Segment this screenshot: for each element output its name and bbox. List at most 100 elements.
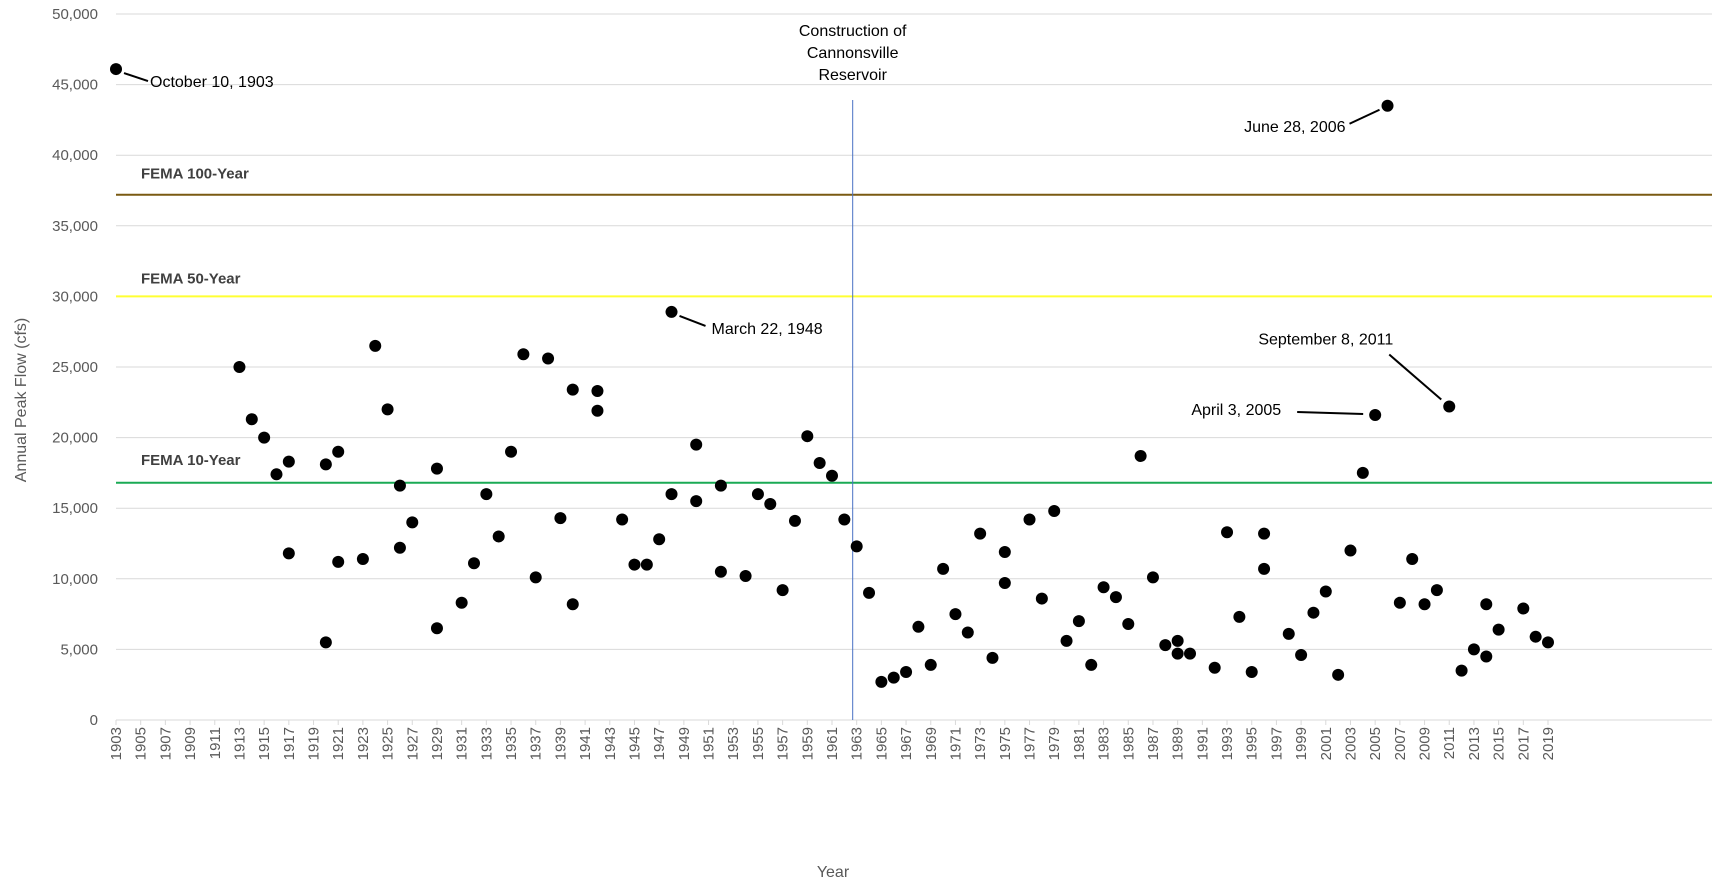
y-tick-label: 45,000 — [52, 77, 98, 94]
data-point — [1430, 584, 1443, 597]
annotation-leaders — [123, 72, 1442, 416]
y-tick-label: 5,000 — [60, 641, 98, 658]
annotation-leader — [1349, 108, 1380, 125]
y-axis-ticks: 0 5,000 10,000 15,000 20,000 25,000 30,000 35,0… — [52, 6, 98, 729]
x-tick-label: 1965 — [873, 727, 890, 760]
x-tick-label: 2017 — [1515, 727, 1532, 760]
data-point — [1332, 668, 1345, 681]
y-tick-label: 15,000 — [52, 500, 98, 517]
data-point — [1406, 553, 1419, 566]
x-tick-label: 1913 — [231, 727, 248, 760]
x-tick-label: 1959 — [799, 727, 816, 760]
data-point — [369, 339, 382, 352]
annotation-label: March 22, 1948 — [712, 321, 823, 338]
data-point — [591, 385, 604, 398]
data-point — [875, 675, 888, 688]
x-tick-label: 2013 — [1466, 727, 1483, 760]
data-point — [1146, 571, 1159, 584]
x-tick-label: 1977 — [1022, 727, 1039, 760]
data-point — [616, 513, 629, 526]
data-point — [430, 622, 443, 635]
x-tick-label: 1951 — [701, 727, 718, 760]
data-point — [1455, 664, 1468, 677]
data-point — [1221, 526, 1234, 539]
x-tick-label: 1903 — [108, 727, 125, 760]
x-tick-label: 2015 — [1491, 727, 1508, 760]
data-point — [1035, 592, 1048, 605]
x-tick-label: 1925 — [380, 727, 397, 760]
x-axis-ticks: 1903 1905 1907 1909 1911 1913 1915 1917 1919 1921… — [108, 720, 1557, 760]
data-point — [1134, 449, 1147, 462]
x-tick-label: 1935 — [503, 727, 520, 760]
x-tick-label: 1921 — [330, 727, 347, 760]
data-point — [566, 598, 579, 611]
data-point — [1072, 615, 1085, 628]
data-point — [714, 479, 727, 492]
y-tick-label: 10,000 — [52, 571, 98, 588]
x-tick-label: 1943 — [602, 727, 619, 760]
y-tick-label: 40,000 — [52, 147, 98, 164]
data-point — [406, 516, 419, 529]
x-tick-label: 1939 — [552, 727, 569, 760]
data-point — [998, 577, 1011, 590]
x-tick-label: 1933 — [478, 727, 495, 760]
y-tick-label: 50,000 — [52, 6, 98, 23]
data-point — [233, 361, 246, 373]
x-tick-label: 1967 — [898, 727, 915, 760]
x-tick-label: 2011 — [1441, 727, 1458, 759]
data-point — [776, 584, 789, 597]
x-tick-label: 1999 — [1293, 727, 1310, 760]
construction-label-line: Cannonsville — [807, 45, 899, 62]
data-point — [1060, 634, 1073, 647]
data-point — [468, 557, 480, 570]
y-tick-label: 0 — [90, 712, 98, 729]
x-tick-label: 1979 — [1046, 727, 1063, 760]
construction-label-line: Reservoir — [818, 67, 887, 84]
data-point — [1443, 400, 1456, 413]
x-tick-label: 1991 — [1194, 727, 1211, 760]
data-point — [764, 497, 777, 510]
x-tick-label: 1937 — [528, 727, 545, 760]
data-point — [1369, 409, 1382, 422]
x-tick-label: 2007 — [1392, 727, 1409, 760]
data-point — [282, 547, 295, 560]
data-point — [714, 565, 727, 578]
x-tick-label: 1915 — [256, 727, 273, 760]
annotation-label: June 28, 2006 — [1244, 119, 1346, 136]
construction-label-line: Construction of — [799, 23, 907, 40]
data-point — [1307, 606, 1320, 619]
data-point — [838, 513, 851, 526]
y-tick-label: 35,000 — [52, 218, 98, 235]
x-axis-title: Year — [817, 864, 850, 881]
data-point — [912, 620, 925, 633]
data-point — [1319, 585, 1332, 598]
data-point — [665, 488, 678, 501]
data-point — [801, 430, 814, 443]
data-point — [430, 462, 443, 475]
data-point — [393, 541, 406, 554]
data-point — [1122, 617, 1135, 630]
x-tick-label: 1919 — [306, 727, 323, 760]
data-point — [1184, 647, 1196, 660]
x-tick-label: 1953 — [725, 727, 742, 760]
data-point — [1418, 598, 1431, 611]
data-point — [690, 495, 703, 508]
x-tick-label: 1973 — [972, 727, 989, 760]
x-tick-label: 1957 — [775, 727, 792, 760]
data-point — [1517, 602, 1530, 615]
data-point — [1245, 665, 1258, 678]
y-axis-title: Annual Peak Flow (cfs) — [13, 318, 30, 483]
data-point — [110, 63, 122, 76]
data-point — [640, 558, 653, 571]
data-point — [1381, 99, 1394, 112]
data-point — [1344, 544, 1357, 557]
annotations: October 10, 1903 March 22, 1948 June 28, 2… — [150, 74, 1393, 419]
annotation-label: September 8, 2011 — [1258, 332, 1393, 349]
data-point — [1171, 647, 1184, 660]
data-point — [282, 455, 295, 468]
data-point — [628, 558, 641, 571]
data-point — [1356, 466, 1369, 479]
data-point — [1480, 650, 1493, 663]
data-point — [356, 553, 369, 566]
data-point — [900, 665, 913, 678]
